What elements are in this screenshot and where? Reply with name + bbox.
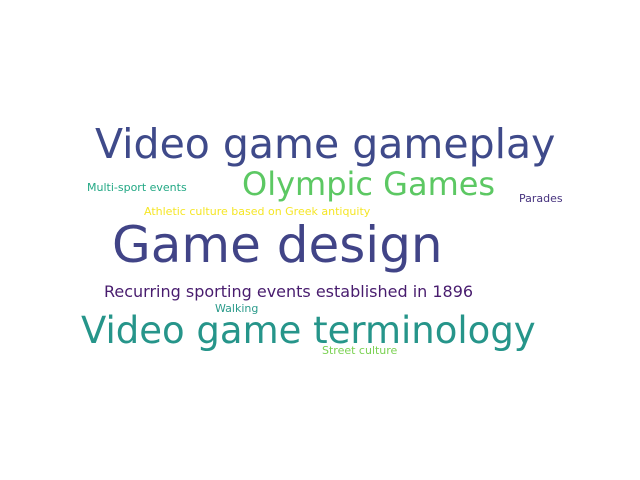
word-athletic-culture: Athletic culture based on Greek antiquit… bbox=[144, 205, 371, 218]
word-video-game-gameplay: Video game gameplay bbox=[95, 120, 556, 168]
word-walking: Walking bbox=[215, 302, 259, 315]
word-parades: Parades bbox=[519, 192, 563, 205]
word-olympic-games: Olympic Games bbox=[242, 165, 496, 203]
word-game-design: Game design bbox=[112, 216, 443, 274]
word-street-culture: Street culture bbox=[322, 344, 398, 357]
word-multi-sport-events: Multi-sport events bbox=[87, 181, 187, 194]
word-video-game-terminology: Video game terminology bbox=[81, 309, 536, 352]
word-recurring-sporting-events: Recurring sporting events established in… bbox=[104, 282, 474, 301]
